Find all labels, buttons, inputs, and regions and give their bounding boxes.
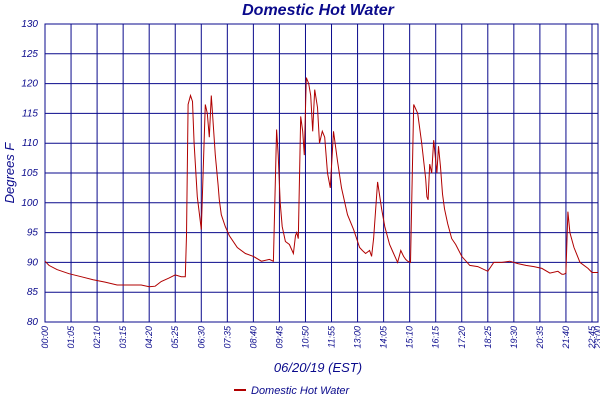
series-line-domestic-hot-water <box>44 77 598 288</box>
x-tick-label: 16:15 <box>431 325 441 349</box>
y-tick-label: 115 <box>22 108 38 119</box>
y-tick-labels: 80 85 90 95 100 105 110 115 120 125 130 <box>21 19 38 328</box>
y-tick-label: 125 <box>21 49 38 60</box>
y-tick-label: 110 <box>22 138 38 149</box>
x-tick-label: 13:00 <box>353 326 363 349</box>
legend-label: Domestic Hot Water <box>251 385 351 397</box>
x-tick-label: 22:45 <box>587 325 597 350</box>
y-tick-label: 100 <box>21 198 38 209</box>
x-tick-label: 19:30 <box>509 326 519 349</box>
x-tick-label: 23:00 <box>593 326 600 350</box>
y-tick-label: 130 <box>21 19 38 30</box>
y-tick-label: 105 <box>21 168 38 179</box>
x-tick-label: 05:25 <box>170 325 180 349</box>
y-tick-label: 120 <box>21 79 38 90</box>
x-tick-label: 20:35 <box>535 325 545 350</box>
y-tick-label: 95 <box>27 228 39 239</box>
x-tick-label: 00:00 <box>40 326 50 349</box>
chart-title: Domestic Hot Water <box>242 2 395 19</box>
x-tick-label: 18:25 <box>483 325 493 349</box>
x-tick-label: 09:45 <box>274 325 284 349</box>
x-tick-label: 14:05 <box>379 325 389 349</box>
x-tick-label: 03:15 <box>118 325 128 349</box>
grid <box>44 23 599 323</box>
x-tick-label: 07:35 <box>222 325 232 349</box>
x-tick-label: 17:20 <box>457 326 467 349</box>
x-tick-labels: 00:00 01:05 02:10 03:15 04:20 05:25 06:30 07:35… <box>40 325 600 350</box>
y-axis-label: Degrees F <box>2 142 17 204</box>
x-tick-label: 01:05 <box>66 325 76 349</box>
y-tick-label: 80 <box>27 317 39 328</box>
x-tick-label: 11:55 <box>327 325 337 348</box>
x-tick-label: 04:20 <box>144 326 154 349</box>
y-tick-label: 85 <box>27 287 39 298</box>
x-tick-label: 08:40 <box>248 326 258 349</box>
y-tick-label: 90 <box>27 257 39 268</box>
x-tick-label: 06:30 <box>196 326 206 349</box>
x-tick-label: 02:10 <box>92 326 102 349</box>
x-tick-label: 21:40 <box>561 326 571 350</box>
plot-area-border <box>44 23 599 323</box>
x-axis-label: 06/20/19 (EST) <box>274 360 362 375</box>
x-tick-label: 10:50 <box>300 326 310 349</box>
x-tick-label: 15:10 <box>405 326 415 349</box>
